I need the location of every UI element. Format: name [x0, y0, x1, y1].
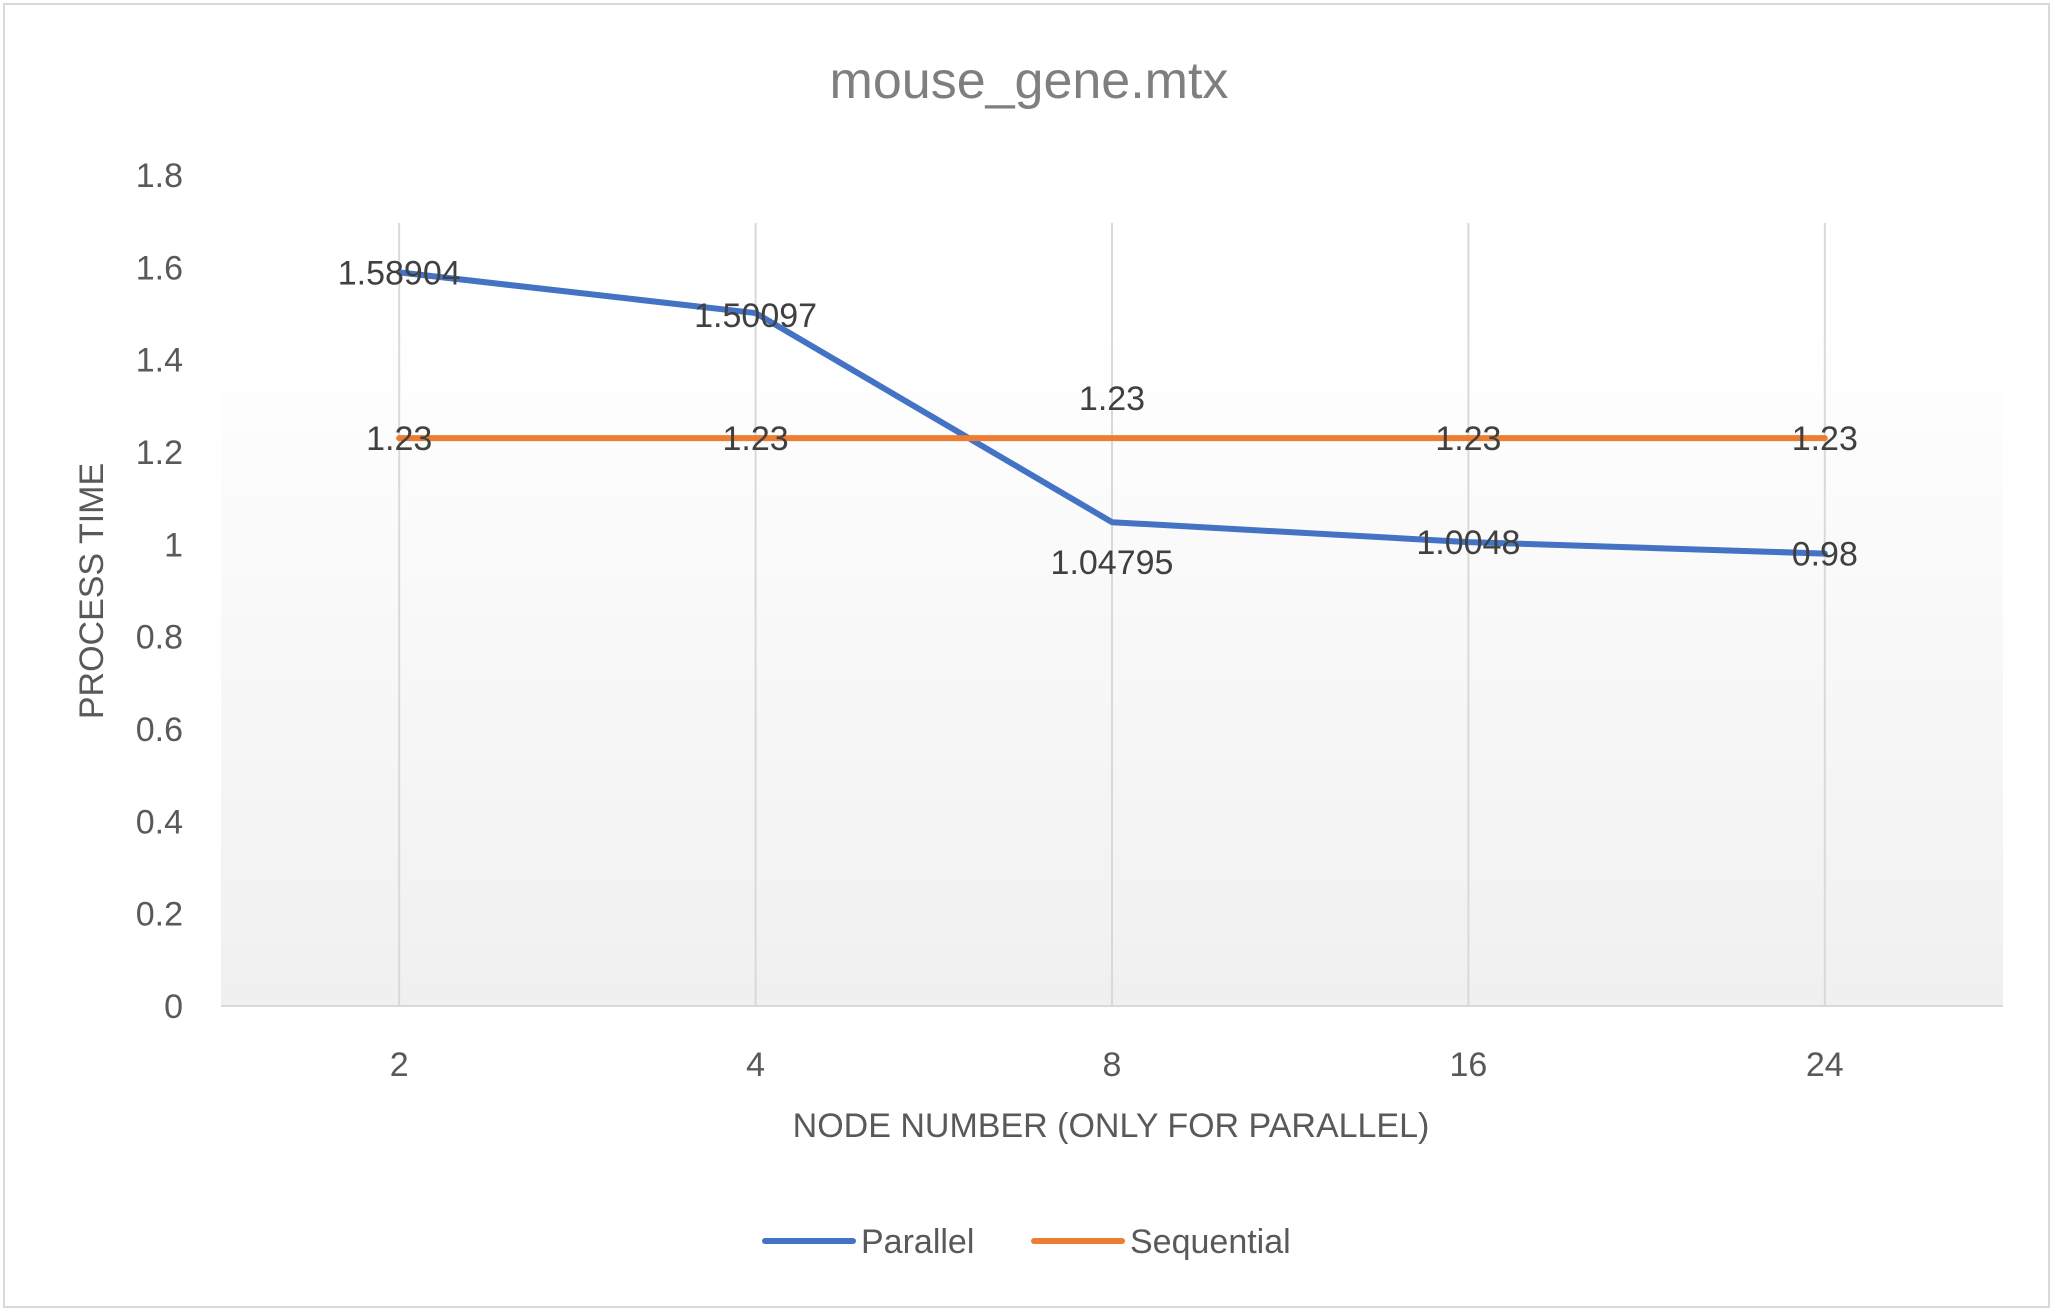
chart-title: mouse_gene.mtx	[830, 52, 1229, 110]
line-chart: mouse_gene.mtx 0 0.2 0.4 0.6 0.8 1 1.2 1.4 1.6 1.…	[73, 52, 2003, 1261]
y-axis-title: PROCESS TIME	[73, 463, 111, 719]
y-tick-label-1.8: 1.8	[136, 157, 183, 195]
data-label-parallel-4: 1.50097	[694, 297, 817, 335]
data-label-sequential-2: 1.23	[366, 420, 432, 458]
x-tick-label-2: 2	[390, 1046, 409, 1084]
y-tick-label-0.6: 0.6	[136, 711, 183, 749]
y-tick-label-0: 0	[164, 988, 183, 1026]
data-label-sequential-16: 1.23	[1435, 420, 1501, 458]
data-label-sequential-4: 1.23	[723, 420, 789, 458]
data-label-parallel-24: 0.98	[1792, 536, 1858, 574]
legend-label-sequential: Sequential	[1130, 1223, 1291, 1261]
series-line-parallel	[396, 269, 1828, 557]
y-tick-label-0.8: 0.8	[136, 619, 183, 657]
y-tick-label-1: 1	[164, 526, 183, 564]
x-axis-title: NODE NUMBER (ONLY FOR PARALLEL)	[793, 1107, 1430, 1145]
chart-frame: mouse_gene.mtx 0 0.2 0.4 0.6 0.8 1 1.2 1.4 1.6 1.…	[3, 3, 2050, 1308]
x-tick-label-24: 24	[1806, 1046, 1844, 1084]
y-tick-label-1.6: 1.6	[136, 249, 183, 287]
y-tick-label-0.4: 0.4	[136, 803, 183, 841]
y-tick-label-0.2: 0.2	[136, 896, 183, 934]
legend-label-parallel: Parallel	[861, 1223, 974, 1261]
x-tick-label-16: 16	[1449, 1046, 1487, 1084]
y-tick-label-1.2: 1.2	[136, 434, 183, 472]
x-tick-label-4: 4	[746, 1046, 765, 1084]
legend: Parallel Sequential	[762, 1223, 1291, 1261]
data-label-parallel-16: 1.0048	[1416, 524, 1520, 562]
data-label-parallel-2: 1.58904	[338, 254, 461, 292]
y-tick-label-1.4: 1.4	[136, 342, 183, 380]
data-label-sequential-24: 1.23	[1792, 420, 1858, 458]
x-tick-label-8: 8	[1103, 1046, 1122, 1084]
data-label-sequential-8: 1.23	[1079, 380, 1145, 418]
data-label-parallel-8: 1.04795	[1051, 544, 1174, 582]
